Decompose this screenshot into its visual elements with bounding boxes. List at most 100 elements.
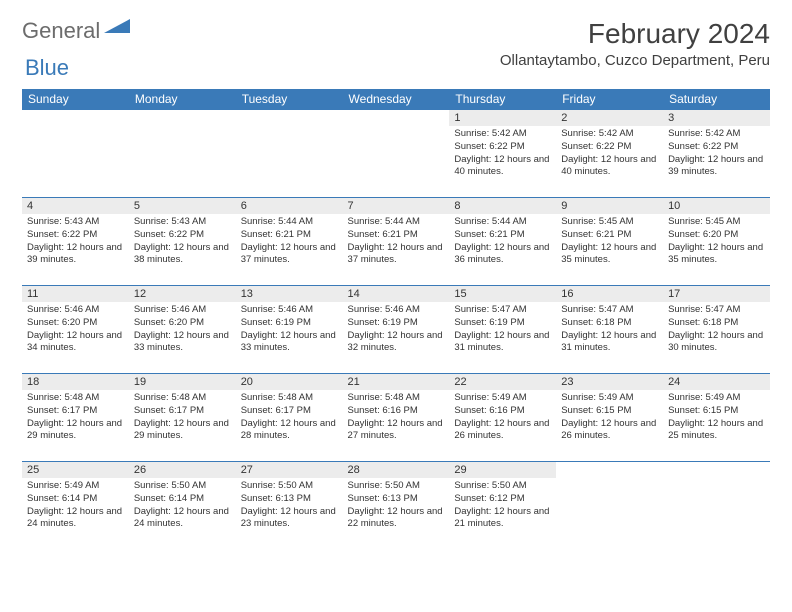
day-number: 18	[22, 374, 129, 390]
sunset-text: Sunset: 6:22 PM	[561, 141, 658, 154]
sunrise-text: Sunrise: 5:44 AM	[454, 216, 551, 229]
day-number: 2	[556, 110, 663, 126]
day-header: Thursday	[449, 89, 556, 110]
title-block: February 2024 Ollantaytambo, Cuzco Depar…	[500, 18, 770, 69]
calendar-day-cell: 19Sunrise: 5:48 AMSunset: 6:17 PMDayligh…	[129, 374, 236, 462]
daylight-text: Daylight: 12 hours and 26 minutes.	[454, 418, 551, 444]
calendar-body: 1Sunrise: 5:42 AMSunset: 6:22 PMDaylight…	[22, 110, 770, 550]
day-number: 21	[343, 374, 450, 390]
sunset-text: Sunset: 6:15 PM	[561, 405, 658, 418]
day-number: 17	[663, 286, 770, 302]
sunrise-text: Sunrise: 5:42 AM	[454, 128, 551, 141]
daylight-text: Daylight: 12 hours and 37 minutes.	[241, 242, 338, 268]
daylight-text: Daylight: 12 hours and 35 minutes.	[668, 242, 765, 268]
calendar-day-cell: 14Sunrise: 5:46 AMSunset: 6:19 PMDayligh…	[343, 286, 450, 374]
sunrise-text: Sunrise: 5:44 AM	[241, 216, 338, 229]
calendar-week-row: 4 Sunrise: 5:43 AM Sunset: 6:22 PM Daylight…	[22, 198, 770, 286]
sunrise-text: Sunrise: 5:47 AM	[454, 304, 551, 317]
sunrise-text: Sunrise: 5:46 AM	[134, 304, 231, 317]
sunset-text: Sunset: 6:21 PM	[348, 229, 445, 242]
day-number: 9	[556, 198, 663, 214]
sunset-text: Sunset: 6:17 PM	[241, 405, 338, 418]
sunset-text: Sunset: 6:22 PM	[454, 141, 551, 154]
sunset-text: Sunset: 6:19 PM	[241, 317, 338, 330]
day-number: 27	[236, 462, 343, 478]
sunset-text: Sunset: 6:17 PM	[27, 405, 124, 418]
day-number: 29	[449, 462, 556, 478]
day-detail: Sunrise: 5:47 AMSunset: 6:18 PMDaylight:…	[663, 302, 770, 359]
day-detail: Sunrise: 5:46 AMSunset: 6:19 PMDaylight:…	[343, 302, 450, 359]
day-detail: Sunrise: 5:48 AMSunset: 6:17 PMDaylight:…	[236, 390, 343, 447]
sunset-text: Sunset: 6:22 PM	[27, 229, 124, 242]
calendar-day-cell: 5Sunrise: 5:43 AMSunset: 6:22 PMDaylight…	[129, 198, 236, 286]
month-title: February 2024	[500, 18, 770, 50]
day-number: 5	[129, 198, 236, 214]
day-detail: Sunrise: 5:49 AMSunset: 6:15 PMDaylight:…	[556, 390, 663, 447]
day-number: 28	[343, 462, 450, 478]
sunrise-text: Sunrise: 5:43 AM	[134, 216, 231, 229]
day-number: 25	[22, 462, 129, 478]
day-detail: Sunrise: 5:50 AMSunset: 6:14 PMDaylight:…	[129, 478, 236, 535]
location: Ollantaytambo, Cuzco Department, Peru	[500, 52, 770, 69]
daylight-text: Daylight: 12 hours and 22 minutes.	[348, 506, 445, 532]
daylight-text: Daylight: 12 hours and 28 minutes.	[241, 418, 338, 444]
daylight-text: Daylight: 12 hours and 39 minutes.	[668, 154, 765, 180]
sunset-text: Sunset: 6:18 PM	[668, 317, 765, 330]
calendar-day-cell: 23Sunrise: 5:49 AMSunset: 6:15 PMDayligh…	[556, 374, 663, 462]
sunrise-text: Sunrise: 5:46 AM	[348, 304, 445, 317]
daylight-text: Daylight: 12 hours and 40 minutes.	[454, 154, 551, 180]
calendar-day-cell: 13Sunrise: 5:46 AMSunset: 6:19 PMDayligh…	[236, 286, 343, 374]
calendar-week-row: 25 Sunrise: 5:49 AMSunset: 6:14 PM Dayligh…	[22, 462, 770, 550]
calendar-day-cell: 28Sunrise: 5:50 AMSunset: 6:13 PMDayligh…	[343, 462, 450, 550]
calendar-day-cell: 4Sunrise: 5:43 AMSunset: 6:22 PMDaylight…	[22, 198, 129, 286]
day-number: 22	[449, 374, 556, 390]
day-number: 11	[22, 286, 129, 302]
calendar-day-cell: 20Sunrise: 5:48 AMSunset: 6:17 PMDayligh…	[236, 374, 343, 462]
sunset-text: Sunset: 6:16 PM	[348, 405, 445, 418]
day-detail: Sunrise: 5:46 AMSunset: 6:20 PMDaylight:…	[129, 302, 236, 359]
daylight-text: Daylight: 12 hours and 30 minutes.	[668, 330, 765, 356]
sunrise-text: Sunrise: 5:42 AM	[668, 128, 765, 141]
day-number: 4	[22, 198, 129, 214]
day-detail: Sunrise: 5:48 AMSunset: 6:17 PMDaylight:…	[129, 390, 236, 447]
sunrise-text: Sunrise: 5:48 AM	[348, 392, 445, 405]
calendar-day-cell: 10Sunrise: 5:45 AMSunset: 6:20 PMDayligh…	[663, 198, 770, 286]
logo: General	[22, 18, 108, 44]
sunrise-text: Sunrise: 5:48 AM	[241, 392, 338, 405]
daylight-text: Daylight: 12 hours and 27 minutes.	[348, 418, 445, 444]
sunset-text: Sunset: 6:19 PM	[348, 317, 445, 330]
day-number: 24	[663, 374, 770, 390]
day-detail: Sunrise: 5:42 AMSunset: 6:22 PMDaylight:…	[663, 126, 770, 183]
day-number: 3	[663, 110, 770, 126]
daylight-text: Daylight: 12 hours and 32 minutes.	[348, 330, 445, 356]
sunset-text: Sunset: 6:12 PM	[454, 493, 551, 506]
calendar-day-cell	[236, 110, 343, 198]
calendar-day-cell: 24Sunrise: 5:49 AMSunset: 6:15 PMDayligh…	[663, 374, 770, 462]
day-header: Friday	[556, 89, 663, 110]
daylight-text: Daylight: 12 hours and 33 minutes.	[241, 330, 338, 356]
day-number: 10	[663, 198, 770, 214]
sunrise-text: Sunrise: 5:49 AM	[27, 480, 124, 493]
calendar-day-cell: 3Sunrise: 5:42 AMSunset: 6:22 PMDaylight…	[663, 110, 770, 198]
day-number: 1	[449, 110, 556, 126]
daylight-text: Daylight: 12 hours and 26 minutes.	[561, 418, 658, 444]
sunset-text: Sunset: 6:19 PM	[454, 317, 551, 330]
day-detail: Sunrise: 5:50 AMSunset: 6:12 PMDaylight:…	[449, 478, 556, 535]
day-detail: Sunrise: 5:42 AMSunset: 6:22 PMDaylight:…	[449, 126, 556, 183]
day-number: 6	[236, 198, 343, 214]
calendar-day-cell	[663, 462, 770, 550]
day-detail: Sunrise: 5:46 AMSunset: 6:20 PMDaylight:…	[22, 302, 129, 359]
day-number: 12	[129, 286, 236, 302]
sunset-text: Sunset: 6:14 PM	[27, 493, 124, 506]
day-detail: Sunrise: 5:48 AMSunset: 6:17 PMDaylight:…	[22, 390, 129, 447]
day-detail: Sunrise: 5:45 AMSunset: 6:21 PMDaylight:…	[556, 214, 663, 271]
sunrise-text: Sunrise: 5:49 AM	[454, 392, 551, 405]
daylight-text: Daylight: 12 hours and 37 minutes.	[348, 242, 445, 268]
day-detail: Sunrise: 5:49 AMSunset: 6:16 PMDaylight:…	[449, 390, 556, 447]
sunrise-text: Sunrise: 5:47 AM	[668, 304, 765, 317]
day-detail: Sunrise: 5:47 AMSunset: 6:19 PMDaylight:…	[449, 302, 556, 359]
calendar-day-cell: 21 Sunrise: 5:48 AMSunset: 6:16 PMDayligh…	[343, 374, 450, 462]
day-number: 26	[129, 462, 236, 478]
calendar-day-cell: 1Sunrise: 5:42 AMSunset: 6:22 PMDaylight…	[449, 110, 556, 198]
calendar-week-row: 18Sunrise: 5:48 AMSunset: 6:17 PMDayligh…	[22, 374, 770, 462]
